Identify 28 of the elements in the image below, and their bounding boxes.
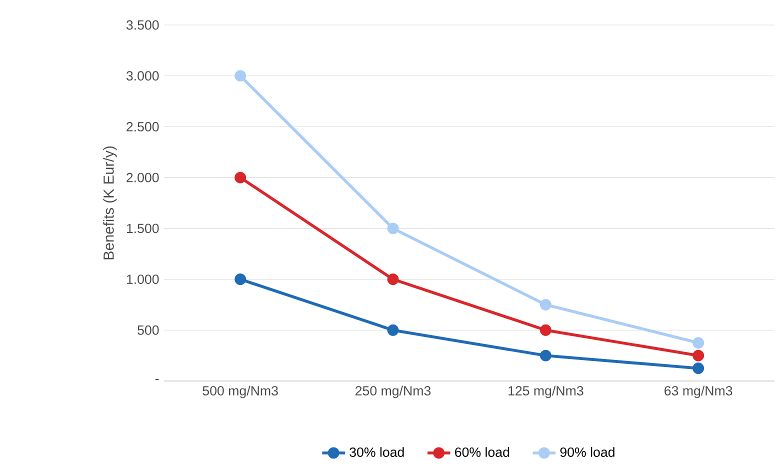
y-tick-label: 3.000 <box>126 71 159 81</box>
x-tick-label: 63 mg/Nm3 <box>664 386 732 398</box>
point <box>540 350 552 362</box>
y-tick-label: - <box>155 378 159 380</box>
x-tick-label: 500 mg/Nm3 <box>202 386 278 398</box>
x-tick-label: 250 mg/Nm3 <box>356 386 431 398</box>
legend-label: 90% load <box>560 447 614 457</box>
point <box>387 274 399 286</box>
point <box>692 350 704 362</box>
legend-label: 30% load <box>350 447 404 457</box>
y-axis-title: Benefits (K Eur/y) <box>103 146 117 260</box>
y-tick-label: 2.500 <box>126 122 159 132</box>
point <box>387 222 399 234</box>
point <box>540 298 552 310</box>
y-tick-label: 1.000 <box>126 274 159 284</box>
point <box>540 324 552 336</box>
point <box>234 274 246 286</box>
y-tick-label: 1.500 <box>126 224 159 234</box>
point <box>692 337 704 349</box>
y-tick-label: 3.500 <box>126 20 159 30</box>
y-tick-label: 2.000 <box>126 172 159 182</box>
point <box>692 362 704 374</box>
point <box>387 324 399 336</box>
y-tick-label: 500 <box>138 325 159 335</box>
legend-label: 60% load <box>455 447 510 457</box>
point <box>234 70 246 82</box>
point <box>234 172 246 184</box>
x-tick-label: 125 mg/Nm3 <box>508 386 584 398</box>
